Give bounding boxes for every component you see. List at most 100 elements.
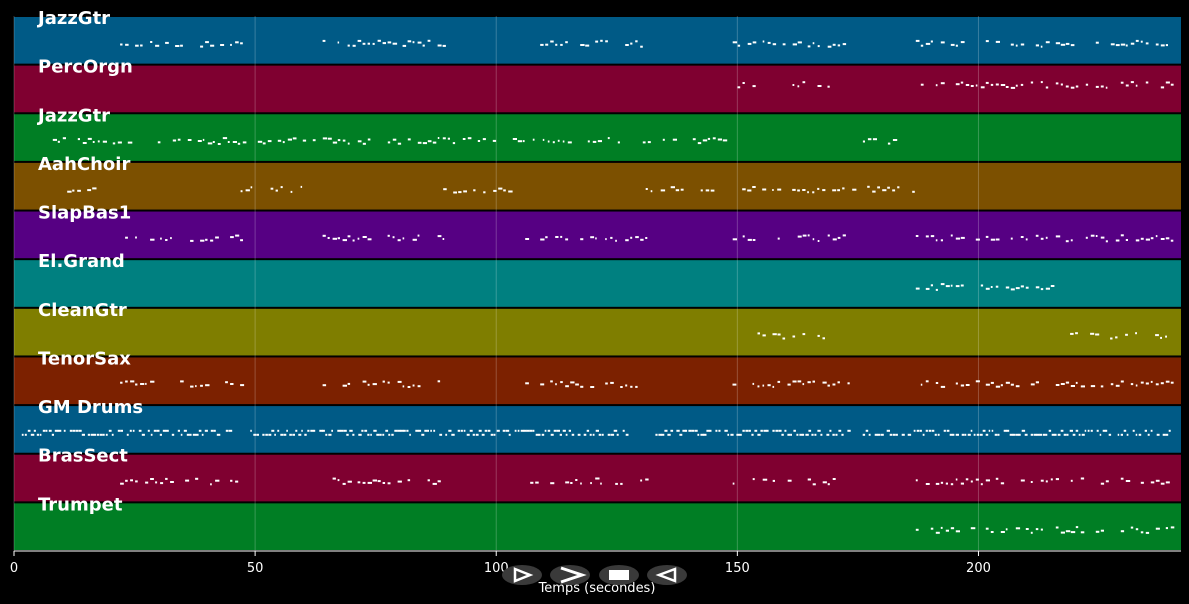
note-mark	[550, 40, 554, 43]
note-mark	[1060, 383, 1065, 385]
note-mark	[427, 140, 432, 143]
note-mark	[832, 383, 836, 386]
note-mark	[732, 238, 737, 241]
note-mark	[165, 477, 168, 480]
playback-controls	[502, 565, 687, 585]
note-mark	[670, 186, 675, 189]
note-mark	[467, 137, 472, 140]
note-mark	[912, 190, 915, 193]
note-mark	[658, 433, 662, 436]
note-mark	[337, 479, 340, 482]
note-mark	[680, 188, 684, 191]
note-mark	[747, 42, 752, 45]
note-mark	[995, 285, 999, 288]
note-mark	[767, 41, 771, 44]
note-mark	[424, 429, 428, 432]
note-mark	[752, 478, 755, 481]
note-mark	[915, 39, 920, 42]
stop-icon	[609, 570, 629, 580]
note-mark	[240, 239, 243, 242]
note-mark	[940, 239, 943, 242]
note-mark	[1040, 479, 1044, 482]
note-mark	[108, 429, 112, 432]
note-mark	[645, 237, 648, 239]
note-mark	[607, 433, 611, 436]
note-mark	[372, 42, 375, 45]
note-mark	[807, 478, 811, 481]
note-mark	[975, 238, 980, 241]
note-mark	[560, 43, 563, 46]
note-mark	[370, 433, 372, 436]
note-mark	[601, 433, 604, 436]
note-mark	[442, 44, 446, 47]
note-mark	[526, 429, 530, 432]
track-lane	[14, 65, 1181, 113]
track-lane	[14, 211, 1181, 259]
note-mark	[692, 138, 696, 141]
note-mark	[1020, 43, 1025, 46]
note-mark	[1147, 433, 1150, 436]
note-mark	[817, 334, 820, 337]
note-mark	[1090, 332, 1095, 335]
note-mark	[1030, 531, 1033, 534]
note-mark	[811, 433, 814, 436]
note-mark	[587, 140, 590, 143]
note-mark	[820, 433, 823, 436]
note-mark	[817, 85, 822, 87]
note-mark	[90, 433, 95, 436]
stop-button[interactable]	[599, 565, 639, 585]
note-mark	[886, 429, 890, 432]
note-mark	[872, 190, 876, 193]
note-mark	[1165, 81, 1170, 84]
note-mark	[165, 41, 169, 44]
note-mark	[1042, 433, 1046, 436]
note-mark	[1145, 382, 1149, 385]
note-mark	[210, 483, 212, 486]
note-mark	[807, 191, 809, 194]
note-mark	[21, 433, 24, 436]
note-mark	[135, 480, 138, 483]
note-mark	[475, 433, 479, 436]
note-segment	[1070, 332, 1167, 340]
note-mark	[357, 39, 362, 42]
note-mark	[1035, 234, 1039, 237]
note-mark	[160, 482, 164, 485]
note-mark	[1010, 288, 1015, 291]
note-mark	[205, 238, 208, 241]
note-mark	[925, 42, 931, 45]
note-mark	[605, 40, 608, 43]
note-mark	[283, 433, 287, 436]
note-mark	[1021, 429, 1026, 432]
note-mark	[615, 482, 618, 485]
note-segment	[862, 429, 1171, 436]
note-mark	[392, 42, 398, 45]
note-mark	[417, 385, 421, 388]
note-mark	[560, 235, 563, 238]
note-mark	[437, 235, 442, 238]
note-mark	[1070, 86, 1075, 89]
note-mark	[1000, 531, 1005, 533]
note-mark	[990, 238, 996, 241]
note-mark	[96, 433, 100, 436]
note-mark	[1054, 433, 1057, 436]
note-mark	[482, 138, 486, 141]
fast-forward-button[interactable]	[550, 565, 590, 585]
note-segment	[920, 380, 1174, 388]
note-mark	[625, 384, 628, 387]
note-mark	[782, 43, 786, 46]
note-mark	[960, 482, 964, 485]
note-mark	[842, 234, 846, 237]
note-mark	[837, 189, 840, 192]
note-mark	[175, 45, 180, 47]
note-mark	[81, 433, 85, 436]
note-mark	[407, 386, 411, 388]
note-mark	[256, 433, 259, 436]
play-button[interactable]	[502, 565, 542, 585]
rewind-button[interactable]	[647, 565, 687, 585]
note-mark	[352, 433, 355, 436]
note-mark	[357, 140, 362, 143]
note-mark	[331, 429, 333, 432]
note-mark	[887, 186, 890, 189]
note-mark	[1055, 478, 1059, 481]
note-mark	[827, 45, 832, 48]
